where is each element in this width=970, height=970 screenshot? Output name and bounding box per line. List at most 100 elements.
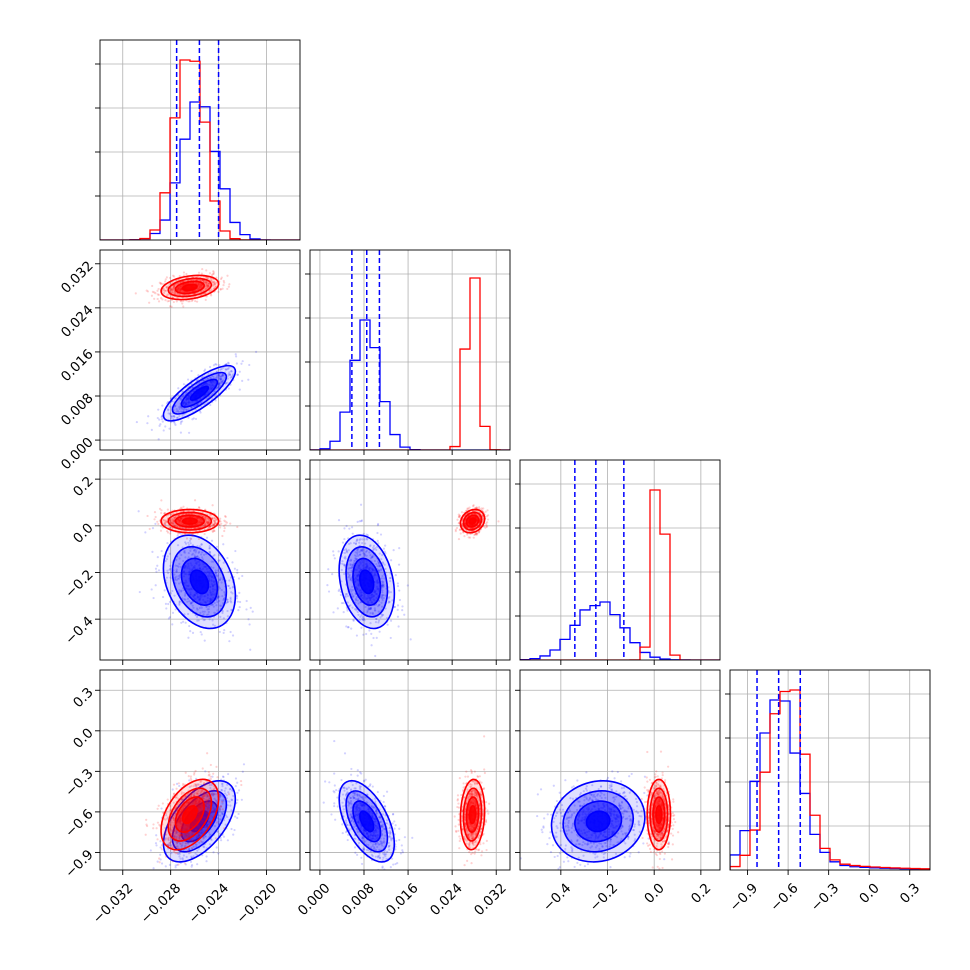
scatter-point xyxy=(159,858,162,861)
scatter-point xyxy=(222,561,225,564)
scatter-point xyxy=(162,519,165,522)
scatter-point xyxy=(351,585,354,588)
scatter-point xyxy=(205,536,209,539)
scatter-point xyxy=(354,557,357,561)
scatter-point xyxy=(206,794,210,798)
density-fill xyxy=(182,518,198,525)
contour-line xyxy=(162,534,237,630)
scatter-point xyxy=(192,845,195,848)
scatter-point xyxy=(196,784,199,787)
scatter-point xyxy=(237,789,241,792)
contour-line xyxy=(189,385,210,401)
scatter-point xyxy=(167,839,170,842)
scatter-point xyxy=(213,601,216,605)
scatter-point xyxy=(216,817,219,820)
scatter-point xyxy=(240,798,243,801)
scatter-point xyxy=(229,630,232,634)
scatter-point xyxy=(224,514,227,518)
scatter-point xyxy=(378,552,381,555)
scatter-point xyxy=(382,583,385,587)
scatter-point xyxy=(166,571,170,575)
scatter-point xyxy=(183,613,186,616)
contour-line xyxy=(171,371,228,415)
scatter-point xyxy=(468,506,471,509)
scatter-point xyxy=(326,583,329,587)
scatter-point xyxy=(172,288,175,292)
scatter-point xyxy=(457,537,461,541)
scatter-point xyxy=(154,522,157,525)
scatter-point xyxy=(180,590,183,593)
scatter-point xyxy=(164,830,167,834)
scatter-point xyxy=(382,547,386,550)
scatter-point xyxy=(169,414,173,417)
scatter-point xyxy=(373,609,377,612)
scatter-point xyxy=(176,416,179,419)
scatter-point xyxy=(159,840,162,843)
scatter-point xyxy=(401,609,404,612)
scatter-point xyxy=(211,529,214,532)
scatter-point xyxy=(218,378,221,381)
scatter-point xyxy=(176,564,179,568)
scatter-point xyxy=(175,570,178,573)
scatter-point xyxy=(184,795,188,799)
scatter-point xyxy=(190,855,193,858)
scatter-point xyxy=(239,779,243,783)
scatter-point xyxy=(226,377,229,380)
scatter-point xyxy=(200,543,203,546)
scatter-point xyxy=(169,592,172,595)
scatter-point xyxy=(240,362,243,365)
scatter-point xyxy=(149,849,152,852)
scatter-point xyxy=(217,386,220,389)
scatter-point xyxy=(381,585,384,588)
scatter-point xyxy=(184,392,187,395)
scatter-point xyxy=(172,284,175,287)
scatter-point xyxy=(380,584,384,587)
scatter-point xyxy=(192,527,196,530)
scatter-point xyxy=(220,589,223,592)
scatter-point xyxy=(360,520,363,523)
scatter-point xyxy=(187,556,190,559)
scatter-point xyxy=(213,281,216,284)
scatter-point xyxy=(223,529,226,533)
scatter-point xyxy=(241,360,244,363)
scatter-point xyxy=(199,840,203,843)
scatter-point xyxy=(166,798,169,801)
scatter-point xyxy=(226,368,229,371)
panel-frame xyxy=(309,249,511,451)
scatter-point xyxy=(368,551,371,554)
scatter-point xyxy=(150,294,154,297)
scatter-point xyxy=(173,792,176,795)
scatter-point xyxy=(202,618,205,622)
scatter-point xyxy=(349,559,352,562)
scatter-point xyxy=(342,601,345,605)
scatter-point xyxy=(364,542,367,545)
scatter-point xyxy=(476,532,479,535)
scatter-point xyxy=(369,608,372,611)
scatter-point xyxy=(178,602,181,605)
scatter-point xyxy=(381,553,384,557)
scatter-point xyxy=(175,830,178,833)
scatter-point xyxy=(182,300,185,303)
scatter-point xyxy=(187,541,190,544)
scatter-point xyxy=(205,855,208,858)
scatter-point xyxy=(198,513,202,517)
scatter-point xyxy=(352,618,355,621)
scatter-point xyxy=(178,562,181,565)
scatter-point xyxy=(204,287,207,291)
scatter-point xyxy=(181,420,184,423)
scatter-point xyxy=(164,299,167,302)
scatter-point xyxy=(177,582,181,585)
scatter-point xyxy=(348,527,351,530)
scatter-point xyxy=(173,397,177,400)
scatter-point xyxy=(479,519,482,522)
scatter-point xyxy=(358,550,361,553)
scatter-point xyxy=(224,520,227,523)
scatter-point xyxy=(178,405,181,409)
scatter-point xyxy=(223,789,226,792)
scatter-point xyxy=(167,843,170,846)
scatter-point xyxy=(210,810,214,813)
scatter-point xyxy=(406,584,409,587)
scatter-point xyxy=(173,594,176,597)
scatter-point xyxy=(226,783,229,786)
